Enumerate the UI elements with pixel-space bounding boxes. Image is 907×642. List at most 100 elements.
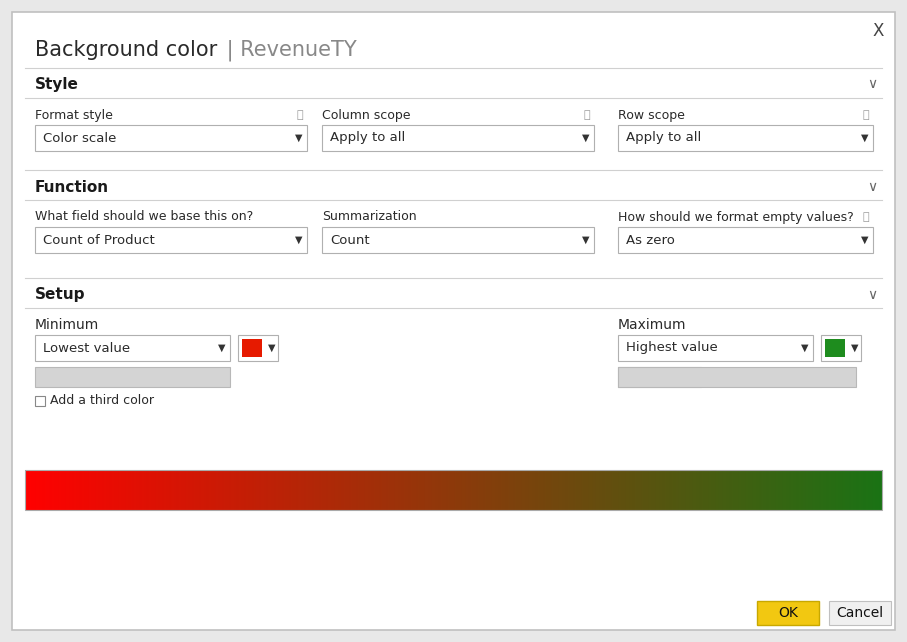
Bar: [655, 470, 657, 510]
Bar: [684, 470, 686, 510]
Bar: [254, 470, 256, 510]
Bar: [455, 470, 457, 510]
Bar: [493, 470, 495, 510]
Bar: [792, 470, 794, 510]
Bar: [831, 470, 833, 510]
Bar: [755, 470, 756, 510]
Bar: [73, 470, 75, 510]
Bar: [744, 470, 746, 510]
Bar: [598, 470, 600, 510]
Bar: [814, 470, 815, 510]
Bar: [618, 227, 873, 253]
Bar: [852, 470, 853, 510]
Bar: [197, 470, 199, 510]
Bar: [42, 470, 44, 510]
Bar: [541, 470, 542, 510]
Bar: [595, 470, 597, 510]
Bar: [461, 470, 463, 510]
Bar: [502, 470, 504, 510]
Bar: [568, 470, 570, 510]
Bar: [446, 470, 448, 510]
Bar: [717, 470, 719, 510]
Bar: [96, 470, 98, 510]
Bar: [232, 470, 234, 510]
Bar: [419, 470, 421, 510]
Bar: [508, 470, 510, 510]
Bar: [347, 470, 350, 510]
Text: ∨: ∨: [867, 77, 877, 91]
Bar: [136, 470, 139, 510]
Bar: [798, 470, 800, 510]
Bar: [192, 470, 194, 510]
Bar: [488, 470, 490, 510]
Bar: [264, 470, 266, 510]
Bar: [269, 470, 271, 510]
Bar: [230, 470, 232, 510]
Bar: [155, 470, 157, 510]
Bar: [670, 470, 672, 510]
Bar: [799, 470, 801, 510]
Bar: [329, 470, 331, 510]
Bar: [786, 470, 788, 510]
Bar: [499, 470, 502, 510]
Bar: [672, 470, 674, 510]
Bar: [151, 470, 152, 510]
Text: Minimum: Minimum: [35, 318, 99, 332]
Bar: [302, 470, 304, 510]
Bar: [746, 470, 748, 510]
Bar: [152, 470, 154, 510]
Text: Count: Count: [330, 234, 370, 247]
Bar: [806, 470, 808, 510]
Bar: [652, 470, 654, 510]
Bar: [710, 470, 713, 510]
Bar: [531, 470, 532, 510]
Bar: [203, 470, 206, 510]
Bar: [724, 470, 726, 510]
Bar: [220, 470, 222, 510]
Bar: [368, 470, 370, 510]
Bar: [608, 470, 610, 510]
Bar: [324, 470, 326, 510]
Bar: [821, 470, 823, 510]
Bar: [294, 470, 296, 510]
Bar: [185, 470, 187, 510]
Bar: [414, 470, 415, 510]
Bar: [68, 470, 70, 510]
Bar: [561, 470, 562, 510]
Bar: [279, 470, 281, 510]
Bar: [86, 470, 88, 510]
Bar: [731, 470, 733, 510]
Bar: [210, 470, 212, 510]
Bar: [262, 470, 264, 510]
Bar: [627, 470, 629, 510]
Bar: [865, 470, 867, 510]
Bar: [45, 470, 47, 510]
Bar: [476, 470, 478, 510]
Bar: [183, 470, 185, 510]
Bar: [836, 470, 838, 510]
Bar: [212, 470, 214, 510]
Bar: [521, 470, 522, 510]
Bar: [342, 470, 344, 510]
Bar: [156, 470, 159, 510]
Text: Lowest value: Lowest value: [43, 342, 130, 354]
Bar: [242, 339, 262, 357]
Bar: [141, 470, 142, 510]
Bar: [223, 470, 226, 510]
Text: ▼: ▼: [801, 343, 809, 353]
Bar: [665, 470, 667, 510]
Bar: [542, 470, 544, 510]
Bar: [285, 470, 287, 510]
Bar: [576, 470, 579, 510]
Bar: [842, 470, 844, 510]
Bar: [802, 470, 804, 510]
Text: ▼: ▼: [582, 235, 590, 245]
Bar: [314, 470, 316, 510]
Bar: [374, 470, 375, 510]
Bar: [640, 470, 642, 510]
Bar: [682, 470, 684, 510]
Bar: [858, 470, 860, 510]
Bar: [859, 470, 861, 510]
Bar: [361, 470, 363, 510]
Bar: [102, 470, 104, 510]
